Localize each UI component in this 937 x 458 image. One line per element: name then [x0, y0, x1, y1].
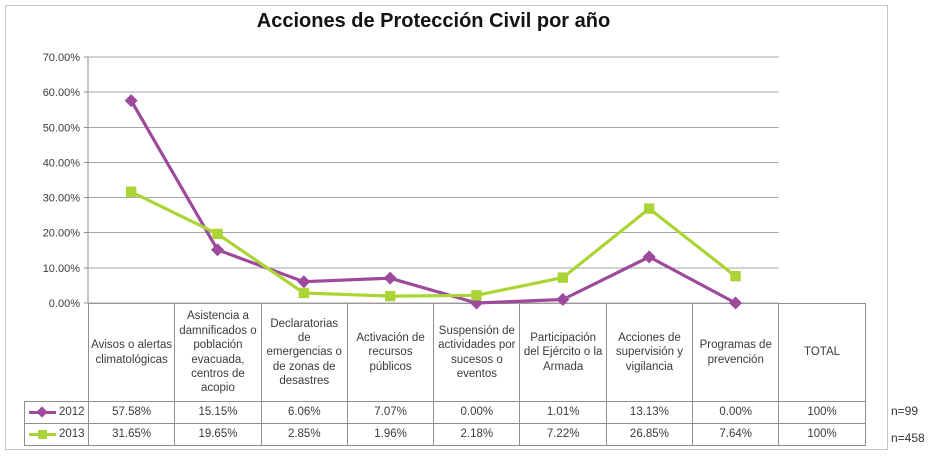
data-table: Avisos o alertas climatológicas Asistenc… — [24, 303, 866, 446]
table-header-row: Avisos o alertas climatológicas Asistenc… — [25, 303, 866, 402]
value-cell-2013-1: 31.65% — [87, 423, 176, 446]
value-cell-2013-2: 19.65% — [174, 423, 262, 446]
col-header-8: Programas de prevención — [692, 303, 780, 402]
n-count-2013: n=458 — [891, 431, 925, 445]
legend-label-2012: 2012 — [59, 406, 85, 419]
value-cell-2013-total: 100% — [778, 423, 866, 446]
legend-header-spacer — [25, 304, 89, 402]
col-header-6: Participación del Ejército o la Armada — [519, 303, 607, 402]
legend-key-2012: 2012 — [24, 401, 89, 424]
legend-line-2013 — [29, 429, 56, 439]
value-cell-2013-8: 7.64% — [692, 423, 780, 446]
legend-marker-2012-diamond-icon — [36, 406, 48, 418]
chart-title: Acciones de Protección Civil por año — [256, 10, 611, 32]
col-header-4: Activación de recursos públicos — [346, 303, 435, 402]
legend-label-2013: 2013 — [59, 428, 85, 441]
value-cell-2012-1: 57.58% — [87, 401, 176, 424]
value-cell-2012-8: 0.00% — [692, 401, 780, 424]
col-header-1: Avisos o alertas climatológicas — [87, 303, 176, 402]
col-header-2: Asistencia a damnificados o población ev… — [174, 303, 262, 402]
col-header-5: Suspensión de actividades por sucesos o … — [433, 303, 521, 402]
legend-key-2013: 2013 — [24, 423, 89, 446]
value-cell-2012-6: 1.01% — [519, 401, 607, 424]
value-cell-2013-4: 1.96% — [346, 423, 435, 446]
value-cell-2013-3: 2.85% — [260, 423, 348, 446]
value-cell-2012-2: 15.15% — [174, 401, 262, 424]
value-cell-2012-7: 13.13% — [605, 401, 694, 424]
table-row-2013: 2013 31.65% 19.65% 2.85% 1.96% 2.18% 7.2… — [24, 423, 866, 446]
value-cell-2012-5: 0.00% — [433, 401, 521, 424]
legend-key-wrap-2012: 2012 — [27, 405, 86, 419]
value-cell-2013-7: 26.85% — [605, 423, 694, 446]
value-cell-2012-4: 7.07% — [346, 401, 435, 424]
legend-key-wrap-2013: 2013 — [27, 427, 86, 441]
legend-line-2012 — [29, 406, 56, 418]
col-header-3: Declaratorias de emergencias o de zonas … — [260, 303, 348, 402]
legend-marker-2013-square-icon — [37, 429, 47, 439]
n-count-2012: n=99 — [891, 404, 919, 418]
value-cell-2013-5: 2.18% — [433, 423, 521, 446]
value-cell-2013-6: 7.22% — [519, 423, 607, 446]
value-cell-2012-total: 100% — [778, 401, 866, 424]
table-row-2012: 2012 57.58% 15.15% 6.06% 7.07% 0.00% 1.0… — [24, 401, 866, 424]
col-header-total: TOTAL — [778, 303, 866, 402]
col-header-7: Acciones de supervisión y vigilancia — [605, 303, 694, 402]
value-cell-2012-3: 6.06% — [260, 401, 348, 424]
